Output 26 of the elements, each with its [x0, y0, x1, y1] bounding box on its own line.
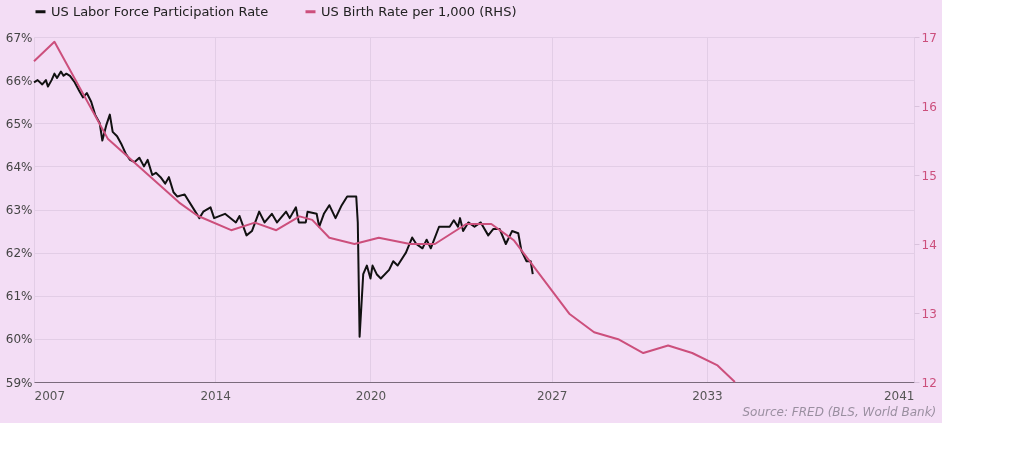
- y-tick-label: 62%: [5, 246, 33, 261]
- x-tick-label: 2027: [536, 388, 568, 403]
- y2-tick-label: 14: [921, 237, 937, 252]
- line-series: [33, 70, 534, 338]
- y-tick-label: 67%: [5, 30, 33, 45]
- legend-label: US Labor Force Participation Rate: [51, 3, 269, 19]
- y2-tick-label: 17: [921, 30, 937, 45]
- y2-tick-label: 15: [921, 168, 937, 183]
- legend-label: US Birth Rate per 1,000 (RHS): [321, 3, 517, 19]
- y-tick-label: 60%: [5, 332, 33, 347]
- y2-tick-label: 13: [921, 306, 937, 321]
- x-tick-label: 2041: [883, 388, 915, 403]
- source-note: Source: FRED (BLS, World Bank): [742, 405, 937, 419]
- y2-tick-label: 16: [921, 99, 937, 114]
- x-tick-label: 2014: [200, 388, 231, 403]
- x-tick-label: 2020: [355, 388, 387, 403]
- x-tick-label: 2033: [692, 388, 723, 403]
- line-series: [33, 40, 736, 383]
- y-tick-label: 65%: [5, 116, 33, 131]
- y-tick-label: 63%: [5, 203, 33, 217]
- y-tick-label: 59%: [5, 375, 33, 390]
- y-tick-label: 61%: [5, 289, 33, 304]
- x-tick-label: 2007: [34, 388, 66, 403]
- y-tick-label: 66%: [5, 73, 33, 88]
- y-tick-label: 64%: [5, 159, 33, 174]
- y2-tick-label: 12: [921, 375, 937, 390]
